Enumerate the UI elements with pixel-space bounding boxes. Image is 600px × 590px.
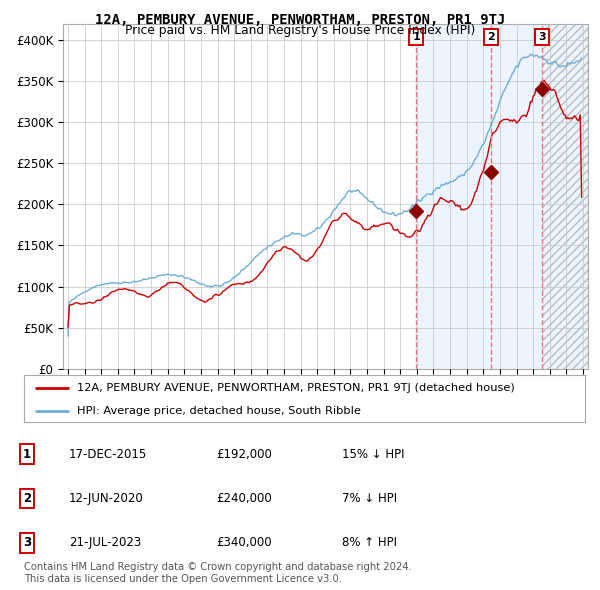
Text: 15% ↓ HPI: 15% ↓ HPI (342, 448, 404, 461)
Text: 12A, PEMBURY AVENUE, PENWORTHAM, PRESTON, PR1 9TJ (detached house): 12A, PEMBURY AVENUE, PENWORTHAM, PRESTON… (77, 383, 515, 393)
Text: 2: 2 (487, 32, 494, 42)
Bar (542, 24, 592, 369)
Text: This data is licensed under the Open Government Licence v3.0.: This data is licensed under the Open Gov… (24, 574, 342, 584)
Text: 3: 3 (538, 32, 546, 42)
Text: Contains HM Land Registry data © Crown copyright and database right 2024.: Contains HM Land Registry data © Crown c… (24, 562, 412, 572)
Text: £192,000: £192,000 (216, 448, 272, 461)
Text: 1: 1 (412, 32, 420, 42)
Text: £240,000: £240,000 (216, 492, 272, 505)
Text: 12A, PEMBURY AVENUE, PENWORTHAM, PRESTON, PR1 9TJ: 12A, PEMBURY AVENUE, PENWORTHAM, PRESTON… (95, 13, 505, 27)
Text: 1: 1 (23, 448, 31, 461)
Text: 21-JUL-2023: 21-JUL-2023 (69, 536, 141, 549)
Text: HPI: Average price, detached house, South Ribble: HPI: Average price, detached house, Sout… (77, 407, 361, 417)
Text: £340,000: £340,000 (216, 536, 272, 549)
Text: Price paid vs. HM Land Registry's House Price Index (HPI): Price paid vs. HM Land Registry's House … (125, 24, 475, 37)
Text: 8% ↑ HPI: 8% ↑ HPI (342, 536, 397, 549)
Text: 3: 3 (23, 536, 31, 549)
Text: 17-DEC-2015: 17-DEC-2015 (69, 448, 147, 461)
Text: 2: 2 (23, 492, 31, 505)
Text: 7% ↓ HPI: 7% ↓ HPI (342, 492, 397, 505)
Bar (416, 24, 592, 369)
Text: 12-JUN-2020: 12-JUN-2020 (69, 492, 144, 505)
